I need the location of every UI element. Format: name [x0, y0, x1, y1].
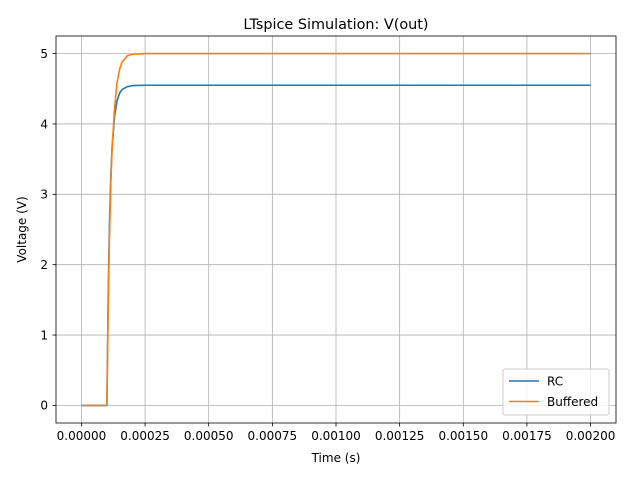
y-axis-label: Voltage (V): [15, 196, 29, 262]
y-axis-ticks: 0 1 2 3 4 5: [40, 47, 56, 413]
x-axis-label: Time (s): [311, 451, 361, 465]
y-tick-label: 2: [40, 258, 48, 272]
x-tick-label: 0.00125: [375, 429, 425, 443]
x-tick-label: 0.00175: [502, 429, 552, 443]
y-tick-label: 1: [40, 328, 48, 342]
x-tick-label: 0.00075: [248, 429, 298, 443]
x-tick-label: 0.00050: [184, 429, 234, 443]
legend-label-buffered: Buffered: [547, 395, 598, 409]
x-tick-label: 0.00000: [57, 429, 107, 443]
legend: RC Buffered: [502, 368, 610, 416]
y-tick-label: 4: [40, 117, 48, 131]
x-tick-label: 0.00025: [120, 429, 170, 443]
series-line-buffered: [81, 52, 591, 407]
chart-title: LTspice Simulation: V(out): [243, 17, 428, 33]
x-axis-ticks: 0.00000 0.00025 0.00050 0.00075 0.00100 0.001…: [57, 423, 616, 443]
plot-lines: [81, 52, 591, 407]
x-tick-label: 0.00150: [438, 429, 488, 443]
plot-area-frame: [55, 35, 617, 424]
y-tick-label: 0: [40, 399, 48, 413]
x-tick-label: 0.00200: [566, 429, 616, 443]
legend-label-rc: RC: [547, 374, 563, 388]
x-tick-label: 0.00100: [311, 429, 361, 443]
y-tick-label: 3: [40, 188, 48, 202]
y-tick-label: 5: [40, 47, 48, 61]
